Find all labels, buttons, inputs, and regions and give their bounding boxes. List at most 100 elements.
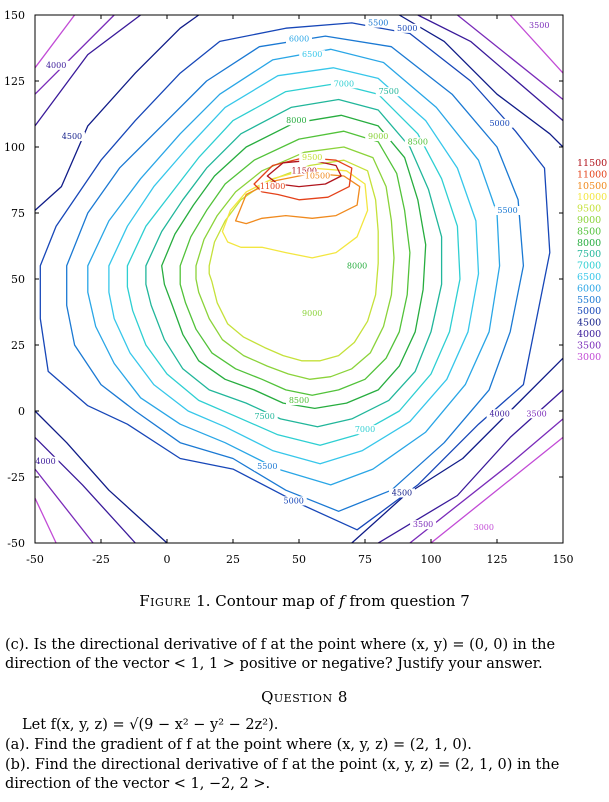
contour-label: 10500	[305, 172, 330, 181]
contour-line-7500	[145, 98, 443, 428]
contour-line-4500	[34, 410, 168, 544]
contour-label-bg	[344, 261, 371, 271]
contour-line-3000	[34, 14, 76, 69]
question-8-part-b-line-2: direction of the vector < 1, −2, 2 >.	[5, 776, 271, 792]
plot-frame	[34, 14, 564, 544]
x-tick-label: -25	[92, 553, 110, 566]
contour-label-bg	[43, 60, 70, 70]
contour-line-8000	[161, 114, 427, 410]
legend-entry: 7500	[577, 249, 601, 260]
x-tick-label: 75	[358, 553, 372, 566]
contour-label: 11000	[260, 182, 285, 191]
y-tick-label: 75	[11, 207, 25, 220]
contour-label: 7000	[355, 425, 375, 434]
contour-label: 3000	[474, 523, 494, 532]
contour-label: 5000	[397, 24, 417, 33]
contour-label-bg	[352, 425, 378, 435]
contour-line-5500	[66, 35, 525, 512]
contour-line-4500	[398, 14, 564, 148]
contour-label-bg	[375, 87, 402, 97]
y-tick-label: 100	[4, 141, 25, 154]
contour-label-bg	[365, 132, 392, 142]
contour-line-3500	[456, 14, 564, 101]
contour-line-4000	[417, 14, 564, 122]
contour-label: 3500	[529, 21, 549, 30]
contour-label: 5500	[257, 462, 277, 471]
question-8-part-a: (a). Find the gradient of f at the point…	[5, 737, 472, 753]
contour-label-bg	[486, 118, 513, 128]
contour-line-3000	[509, 14, 564, 74]
legend-entry: 9500	[577, 204, 601, 215]
contour-line-3500	[34, 468, 94, 544]
contour-label-bg	[304, 171, 331, 181]
contour-label: 11500	[292, 166, 317, 175]
contour-line-4500	[34, 14, 200, 211]
contour-label: 3500	[526, 409, 546, 418]
contour-line-6500	[108, 67, 480, 465]
y-tick-label: -25	[7, 471, 25, 484]
contour-label-bg	[299, 153, 326, 163]
contour-label-bg	[286, 396, 312, 406]
contour-label-bg	[330, 79, 357, 89]
contour-line-3000	[34, 497, 57, 544]
legend-entry: 8500	[577, 226, 601, 237]
contour-label-bg	[259, 182, 286, 192]
contour-line-3500	[34, 14, 115, 95]
figure-caption: Figure 1. Contour map of f from question…	[0, 592, 609, 610]
contour-label: 4000	[489, 409, 509, 418]
contour-label: 4500	[392, 488, 412, 497]
contour-label-bg	[283, 116, 310, 126]
contour-label-bg	[32, 456, 59, 466]
contour-line-3000	[430, 436, 564, 544]
legend-entry: 4000	[577, 329, 601, 340]
x-tick-label: -50	[26, 553, 44, 566]
contour-label-bg	[394, 23, 421, 33]
contour-label-bg	[470, 522, 497, 532]
contour-inline-labels: 11500 11000 10500 9500 9000 8500 8000 7500 7000 6…	[32, 18, 553, 532]
contour-label-bg	[299, 50, 326, 60]
y-tick-label: 25	[11, 339, 25, 352]
contour-line-6000	[87, 48, 501, 486]
contour-label: 4000	[46, 61, 66, 70]
contour-label-bg	[58, 132, 85, 142]
contour-label: 8000	[347, 261, 367, 270]
contour-label: 8000	[286, 116, 306, 125]
legend-entry: 11000	[577, 169, 607, 180]
contour-label: 6000	[289, 34, 309, 43]
contour-label: 5500	[368, 19, 388, 28]
caption-text-before: Contour map of	[215, 592, 335, 610]
contour-line-4500	[351, 357, 564, 544]
legend-entry: 6000	[577, 283, 601, 294]
contour-line-9000	[195, 146, 395, 380]
contour-label: 9500	[302, 153, 322, 162]
contour-label: 7000	[334, 79, 354, 88]
contour-label-bg	[526, 21, 553, 31]
caption-var: f	[338, 592, 345, 610]
contour-line-10000	[221, 167, 369, 259]
contour-line-5000	[39, 22, 551, 531]
question-8-title: Question 8	[261, 688, 348, 706]
x-tick-label: 0	[164, 553, 171, 566]
legend-entry: 11500	[577, 158, 607, 169]
part-c-line-1: (c). Is the directional derivative of f …	[5, 637, 556, 653]
contour-label-bg	[523, 409, 550, 419]
x-tick-label: 25	[226, 553, 240, 566]
y-tick-label: 0	[18, 405, 25, 418]
contour-label: 5000	[284, 496, 304, 505]
y-tick-label: -50	[7, 537, 25, 550]
contour-plot: 1150011000105009500900085008000750070006…	[4, 9, 607, 566]
contour-line-11000	[253, 156, 353, 201]
contour-label: 5500	[497, 206, 517, 215]
contour-label-bg	[254, 462, 281, 472]
legend-entry: 6500	[577, 272, 601, 283]
contour-label: 6500	[302, 50, 322, 59]
level-legend: 1150011000105001000095009000850080007500…	[577, 158, 607, 363]
contour-label: 8500	[408, 137, 428, 146]
legend-entry: 4500	[577, 318, 601, 329]
contour-label: 7500	[255, 412, 275, 421]
contour-label-bg	[291, 166, 318, 176]
y-tick-label: 50	[11, 273, 25, 286]
contour-label: 4000	[35, 457, 55, 466]
contour-label-bg	[404, 137, 431, 147]
contour-label-bg	[251, 411, 278, 421]
